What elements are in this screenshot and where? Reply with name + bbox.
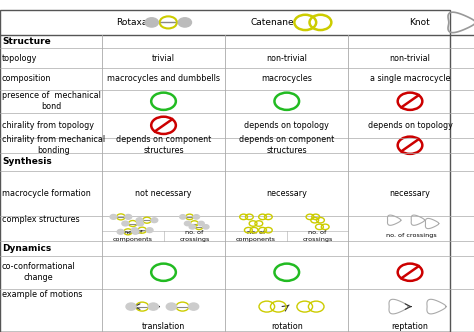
Text: presence of  mechanical
bond: presence of mechanical bond [2, 91, 101, 111]
Text: Dynamics: Dynamics [2, 244, 51, 253]
Circle shape [137, 221, 144, 226]
Circle shape [146, 228, 153, 232]
Circle shape [193, 215, 200, 219]
Circle shape [125, 214, 132, 219]
Text: no. of crossings: no. of crossings [386, 233, 437, 238]
Circle shape [184, 221, 191, 226]
Text: depends on topology: depends on topology [367, 121, 453, 130]
Text: no. of
components: no. of components [236, 230, 276, 242]
Circle shape [151, 218, 158, 222]
Text: necessary: necessary [390, 189, 430, 198]
Circle shape [178, 18, 191, 27]
Text: no. of
crossings: no. of crossings [179, 230, 210, 242]
Circle shape [189, 225, 195, 229]
Text: example of motions: example of motions [2, 290, 82, 299]
Text: co-conformational
change: co-conformational change [2, 262, 76, 282]
Text: Structure: Structure [2, 37, 51, 46]
Text: depends on component
structures: depends on component structures [116, 135, 211, 155]
Text: Synthesis: Synthesis [2, 157, 52, 166]
Text: macrocycles: macrocycles [261, 74, 312, 83]
Text: chirality from topology: chirality from topology [2, 121, 94, 130]
Circle shape [148, 303, 158, 310]
Text: macrocycles and dumbbells: macrocycles and dumbbells [107, 74, 220, 83]
Circle shape [117, 229, 124, 234]
Circle shape [189, 303, 199, 310]
Circle shape [136, 218, 143, 222]
Circle shape [132, 229, 139, 234]
Circle shape [122, 221, 129, 226]
Circle shape [126, 303, 136, 310]
Text: reptation: reptation [392, 321, 428, 331]
Text: macrocycle formation: macrocycle formation [2, 189, 91, 198]
Text: necessary: necessary [266, 189, 307, 198]
Text: composition: composition [2, 74, 51, 83]
Text: not necessary: not necessary [135, 189, 192, 198]
Circle shape [203, 225, 209, 229]
Text: non-trivial: non-trivial [266, 53, 307, 63]
Text: chirality from mechanical
bonding: chirality from mechanical bonding [2, 135, 105, 155]
Text: a single macrocycle: a single macrocycle [370, 74, 450, 83]
Text: depends on component
structures: depends on component structures [239, 135, 334, 155]
Circle shape [110, 214, 117, 219]
Text: rotation: rotation [271, 321, 302, 331]
Circle shape [145, 18, 158, 27]
Text: translation: translation [142, 321, 185, 331]
Text: trivial: trivial [152, 53, 175, 63]
Circle shape [198, 221, 204, 226]
Circle shape [180, 215, 186, 219]
Text: non-trivial: non-trivial [390, 53, 430, 63]
Circle shape [166, 303, 176, 310]
Circle shape [131, 228, 138, 232]
Text: Knot: Knot [409, 18, 430, 27]
Text: depends on topology: depends on topology [244, 121, 329, 130]
Text: no. of
components: no. of components [113, 230, 153, 242]
Text: no. of
crossings: no. of crossings [302, 230, 333, 242]
Text: complex structures: complex structures [2, 215, 80, 224]
Text: Rotaxane: Rotaxane [116, 18, 159, 27]
Text: topology: topology [2, 53, 37, 63]
Text: Catenane: Catenane [251, 18, 294, 27]
